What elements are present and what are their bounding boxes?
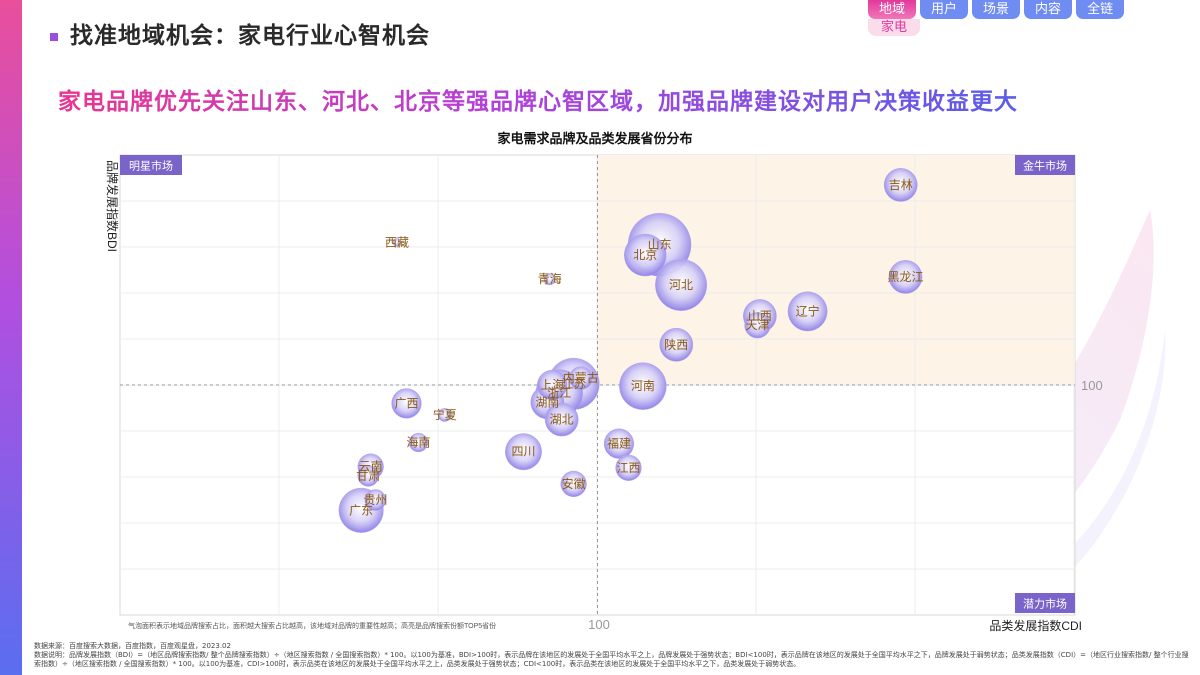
y-ref-tick-label: 100: [1081, 378, 1103, 393]
quadrant-br-badge: [1015, 593, 1075, 613]
bubble-河北: [655, 258, 708, 311]
bubble-label-陕西: 陕西: [664, 337, 688, 352]
chart-title: 家电需求品牌及品类发展省份分布: [497, 132, 693, 147]
bubble-label-山西: 山西: [748, 309, 772, 323]
bubble-series: [338, 168, 923, 533]
headline: 家电品牌优先关注山东、河北、北京等强品牌心智区域，加强品牌建设对用户决策收益更大: [58, 82, 1018, 116]
bubble-label-浙江: 浙江: [547, 386, 571, 400]
quadrant-tr-badge: [1015, 155, 1075, 175]
bubble-青海: [543, 273, 556, 286]
bubble-label-内蒙古: 内蒙古: [563, 370, 599, 385]
bubble-上海: [537, 369, 568, 401]
bubble-福建: [603, 428, 635, 459]
x-axis-label: 品类发展指数CDI: [989, 618, 1082, 633]
bubble-海南: [408, 432, 429, 453]
quadrant-label-star: 明星市场: [129, 159, 173, 173]
bubble-label-天津: 天津: [745, 318, 769, 332]
bubble-label-西藏: 西藏: [385, 235, 409, 249]
bubble-贵州: [364, 489, 387, 511]
quadrant-label-cashcow: 金牛市场: [1023, 159, 1067, 173]
top-nav-tabs: 地域 用户 场景 内容 全链: [868, 0, 1125, 19]
x-ref-tick-label: 100: [588, 617, 610, 632]
bubble-河南: [619, 362, 667, 410]
bubble-label-广西: 广西: [394, 396, 418, 410]
page-title: 找准地域机会：家电行业心智机会: [70, 23, 430, 49]
tab-scene[interactable]: 场景: [972, 0, 1021, 19]
tab-sub-appliance[interactable]: 家电: [868, 19, 920, 36]
bubble-label-广东: 广东: [349, 503, 373, 517]
bubble-label-福建: 福建: [607, 436, 631, 451]
bubble-黑龙江: [888, 260, 923, 294]
bubble-label-湖南: 湖南: [535, 394, 559, 409]
bubble-天津: [744, 312, 771, 339]
bubble-label-河北: 河北: [669, 278, 693, 292]
bubble-湖北: [544, 402, 579, 437]
bubble-label-湖北: 湖北: [550, 412, 574, 427]
bubble-内蒙古: [569, 366, 593, 390]
bubble-label-黑龙江: 黑龙江: [887, 270, 923, 284]
bubble-label-海南: 海南: [406, 435, 430, 450]
bubble-安徽: [560, 470, 587, 498]
footer: 数据来源：百度搜索大数据，百度指数，百度观星盘，2023.02 数据说明：品牌发…: [34, 642, 1192, 669]
bubble-label-河南: 河南: [631, 378, 655, 393]
bubble-label-贵州: 贵州: [363, 493, 387, 507]
bubble-label-甘肃: 甘肃: [356, 469, 380, 483]
y-axis-label: 品牌发展指数BDI: [105, 160, 120, 252]
quadrant-label-potential: 潜力市场: [1023, 597, 1067, 611]
bubble-label-吉林: 吉林: [889, 178, 913, 192]
bubble-label-宁夏: 宁夏: [433, 407, 457, 422]
bubble-宁夏: [437, 408, 452, 422]
bubble-广西: [391, 388, 422, 419]
tab-fullchain[interactable]: 全链: [1076, 0, 1125, 19]
bubble-label-山东: 山东: [648, 238, 672, 252]
tab-user[interactable]: 用户: [920, 0, 969, 19]
tab-region[interactable]: 地域: [868, 0, 917, 19]
bubble-label-辽宁: 辽宁: [796, 303, 820, 318]
bubble-label-上海: 上海: [540, 377, 564, 392]
quadrant-tl-badge: [120, 155, 182, 175]
bubble-label-安徽: 安徽: [562, 476, 586, 491]
bubble-label-江西: 江西: [617, 461, 641, 475]
bubble-辽宁: [787, 291, 828, 332]
bubble-四川: [505, 433, 542, 471]
bubble-西藏: [392, 238, 402, 247]
left-accent-bar: [0, 0, 22, 675]
title-bullet: [50, 33, 58, 41]
bubble-label-四川: 四川: [511, 445, 535, 459]
footer-description: 数据说明：品牌发展指数（BDI）=（地区品牌搜索指数/ 整个品牌搜索指数）÷（地…: [34, 651, 1189, 668]
footer-source: 数据来源：百度搜索大数据，百度指数，百度观星盘，2023.02: [34, 642, 231, 650]
bubble-陕西: [659, 327, 694, 362]
bubble-label-北京: 北京: [633, 248, 657, 262]
bubble-label-江苏: 江苏: [562, 377, 586, 391]
bubble-吉林: [883, 168, 918, 202]
bubble-甘肃: [357, 465, 380, 487]
bubble-label-青海: 青海: [538, 271, 562, 286]
chart-note: 气泡面积表示地域品牌搜索占比，面积越大搜索占比越高，该地域对品牌的重要性越高；高…: [128, 621, 496, 630]
tab-content[interactable]: 内容: [1024, 0, 1073, 19]
bubble-江西: [615, 454, 642, 481]
bubble-北京: [624, 233, 667, 277]
bubble-label-云南: 云南: [359, 459, 383, 474]
